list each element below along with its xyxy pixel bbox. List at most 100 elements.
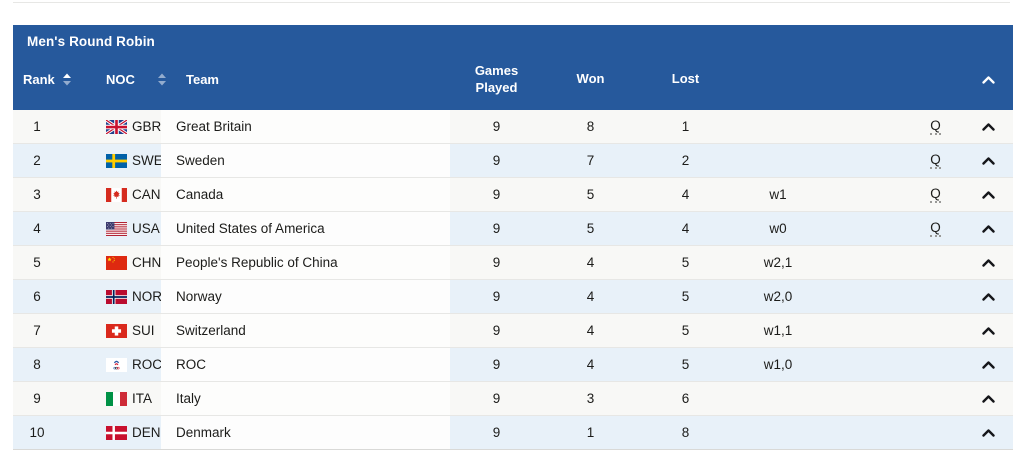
noc-cell: USA bbox=[75, 212, 161, 245]
qualified-badge[interactable]: Q bbox=[930, 118, 941, 135]
chevron-up-icon bbox=[981, 221, 995, 236]
noc-cell: ITA bbox=[75, 382, 161, 415]
flag-icon-sui bbox=[106, 323, 127, 338]
flag-icon-den bbox=[106, 425, 127, 440]
noc-cell: GBR bbox=[75, 110, 161, 143]
column-header-row: Rank NOC Team Games Played Won L bbox=[13, 49, 1013, 110]
won-cell: 3 bbox=[586, 391, 595, 406]
column-header-games-played: Games Played bbox=[450, 49, 543, 110]
won-cell: 4 bbox=[586, 255, 595, 270]
team-name: Switzerland bbox=[161, 314, 450, 347]
chevron-up-icon bbox=[981, 255, 995, 270]
rank-cell: 4 bbox=[33, 221, 41, 236]
chevron-up-icon bbox=[981, 153, 995, 168]
tiebreak-cell: w1,1 bbox=[763, 323, 793, 338]
expand-row-cell bbox=[963, 178, 1013, 211]
team-name: Denmark bbox=[161, 416, 450, 449]
games-played-cell: 9 bbox=[492, 119, 501, 134]
row-expand-button[interactable] bbox=[981, 119, 995, 134]
row-expand-button[interactable] bbox=[981, 289, 995, 304]
games-played-cell: 9 bbox=[492, 357, 501, 372]
spacer-cell bbox=[823, 280, 908, 313]
qualified-cell bbox=[908, 314, 963, 347]
expand-row-cell bbox=[963, 416, 1013, 449]
row-expand-button[interactable] bbox=[981, 187, 995, 202]
won-cell: 4 bbox=[586, 289, 595, 304]
standings-row: 6 NOR Norway 9 4 5 w2,0 bbox=[13, 279, 1013, 313]
qualified-badge[interactable]: Q bbox=[930, 152, 941, 169]
standings-row: 5 CHN People's Republic of China 9 4 5 w… bbox=[13, 245, 1013, 279]
won-column-label: Won bbox=[576, 71, 605, 87]
column-header-lost: Lost bbox=[638, 49, 733, 110]
row-expand-button[interactable] bbox=[981, 425, 995, 440]
column-header-team: Team bbox=[161, 49, 450, 110]
qualified-cell: Q bbox=[908, 178, 963, 211]
standings-row: 2 SWE Sweden 9 7 2 Q bbox=[13, 143, 1013, 177]
column-header-won: Won bbox=[543, 49, 638, 110]
lost-cell: 4 bbox=[681, 187, 690, 202]
page-divider bbox=[13, 2, 1010, 3]
tiebreak-cell bbox=[733, 416, 823, 449]
games-played-column-label: Games Played bbox=[474, 62, 519, 95]
sort-arrows-icon[interactable] bbox=[62, 73, 72, 86]
qualified-cell: Q bbox=[908, 110, 963, 143]
chevron-up-icon bbox=[981, 425, 995, 440]
team-name: United States of America bbox=[161, 212, 450, 245]
column-header-qualified bbox=[908, 49, 963, 110]
qualified-cell: Q bbox=[908, 212, 963, 245]
noc-code: USA bbox=[132, 221, 160, 236]
expand-row-cell bbox=[963, 314, 1013, 347]
games-played-cell: 9 bbox=[492, 289, 501, 304]
flag-icon-chn bbox=[106, 255, 127, 270]
row-expand-button[interactable] bbox=[981, 255, 995, 270]
spacer-cell bbox=[823, 110, 908, 143]
noc-cell: CAN bbox=[75, 178, 161, 211]
tiebreak-cell: w1 bbox=[769, 187, 787, 202]
lost-cell: 1 bbox=[681, 119, 690, 134]
row-expand-button[interactable] bbox=[981, 323, 995, 338]
noc-cell: DEN bbox=[75, 416, 161, 449]
rank-cell: 9 bbox=[33, 391, 41, 406]
tiebreak-cell bbox=[733, 382, 823, 415]
chevron-up-icon bbox=[981, 357, 995, 372]
collapse-section-button[interactable] bbox=[963, 49, 1013, 110]
team-name: ROC bbox=[161, 348, 450, 381]
qualified-cell: Q bbox=[908, 144, 963, 177]
noc-code: ROC bbox=[132, 357, 162, 372]
qualified-badge[interactable]: Q bbox=[930, 186, 941, 203]
won-cell: 8 bbox=[586, 119, 595, 134]
row-expand-button[interactable] bbox=[981, 357, 995, 372]
chevron-up-icon bbox=[981, 72, 995, 87]
column-header-noc[interactable]: NOC bbox=[75, 49, 166, 110]
flag-icon-roc bbox=[106, 357, 127, 372]
column-header-rank[interactable]: Rank bbox=[13, 49, 75, 110]
games-played-cell: 9 bbox=[492, 323, 501, 338]
spacer-cell bbox=[823, 144, 908, 177]
qualified-cell bbox=[908, 348, 963, 381]
qualified-badge[interactable]: Q bbox=[930, 220, 941, 237]
flag-icon-gbr bbox=[106, 119, 127, 134]
rank-cell: 5 bbox=[33, 255, 41, 270]
sort-arrows-icon[interactable] bbox=[157, 73, 167, 86]
lost-cell: 8 bbox=[681, 425, 690, 440]
row-expand-button[interactable] bbox=[981, 221, 995, 236]
table-title: Men's Round Robin bbox=[27, 34, 155, 49]
standings-row: 10 DEN Denmark 9 1 8 bbox=[13, 415, 1013, 449]
lost-cell: 5 bbox=[681, 357, 690, 372]
spacer-cell bbox=[823, 246, 908, 279]
chevron-up-icon bbox=[981, 323, 995, 338]
flag-icon-swe bbox=[106, 153, 127, 168]
rank-cell: 10 bbox=[29, 425, 45, 440]
row-expand-button[interactable] bbox=[981, 153, 995, 168]
games-played-cell: 9 bbox=[492, 187, 501, 202]
qualified-cell bbox=[908, 382, 963, 415]
rank-cell: 7 bbox=[33, 323, 41, 338]
table-header: Men's Round Robin Rank NOC Team Games Pl… bbox=[13, 25, 1013, 110]
noc-code: CHN bbox=[132, 255, 162, 270]
noc-code: CAN bbox=[132, 187, 161, 202]
tiebreak-cell bbox=[733, 144, 823, 177]
row-expand-button[interactable] bbox=[981, 391, 995, 406]
spacer-cell bbox=[823, 178, 908, 211]
rank-cell: 3 bbox=[33, 187, 41, 202]
team-name: Italy bbox=[161, 382, 450, 415]
